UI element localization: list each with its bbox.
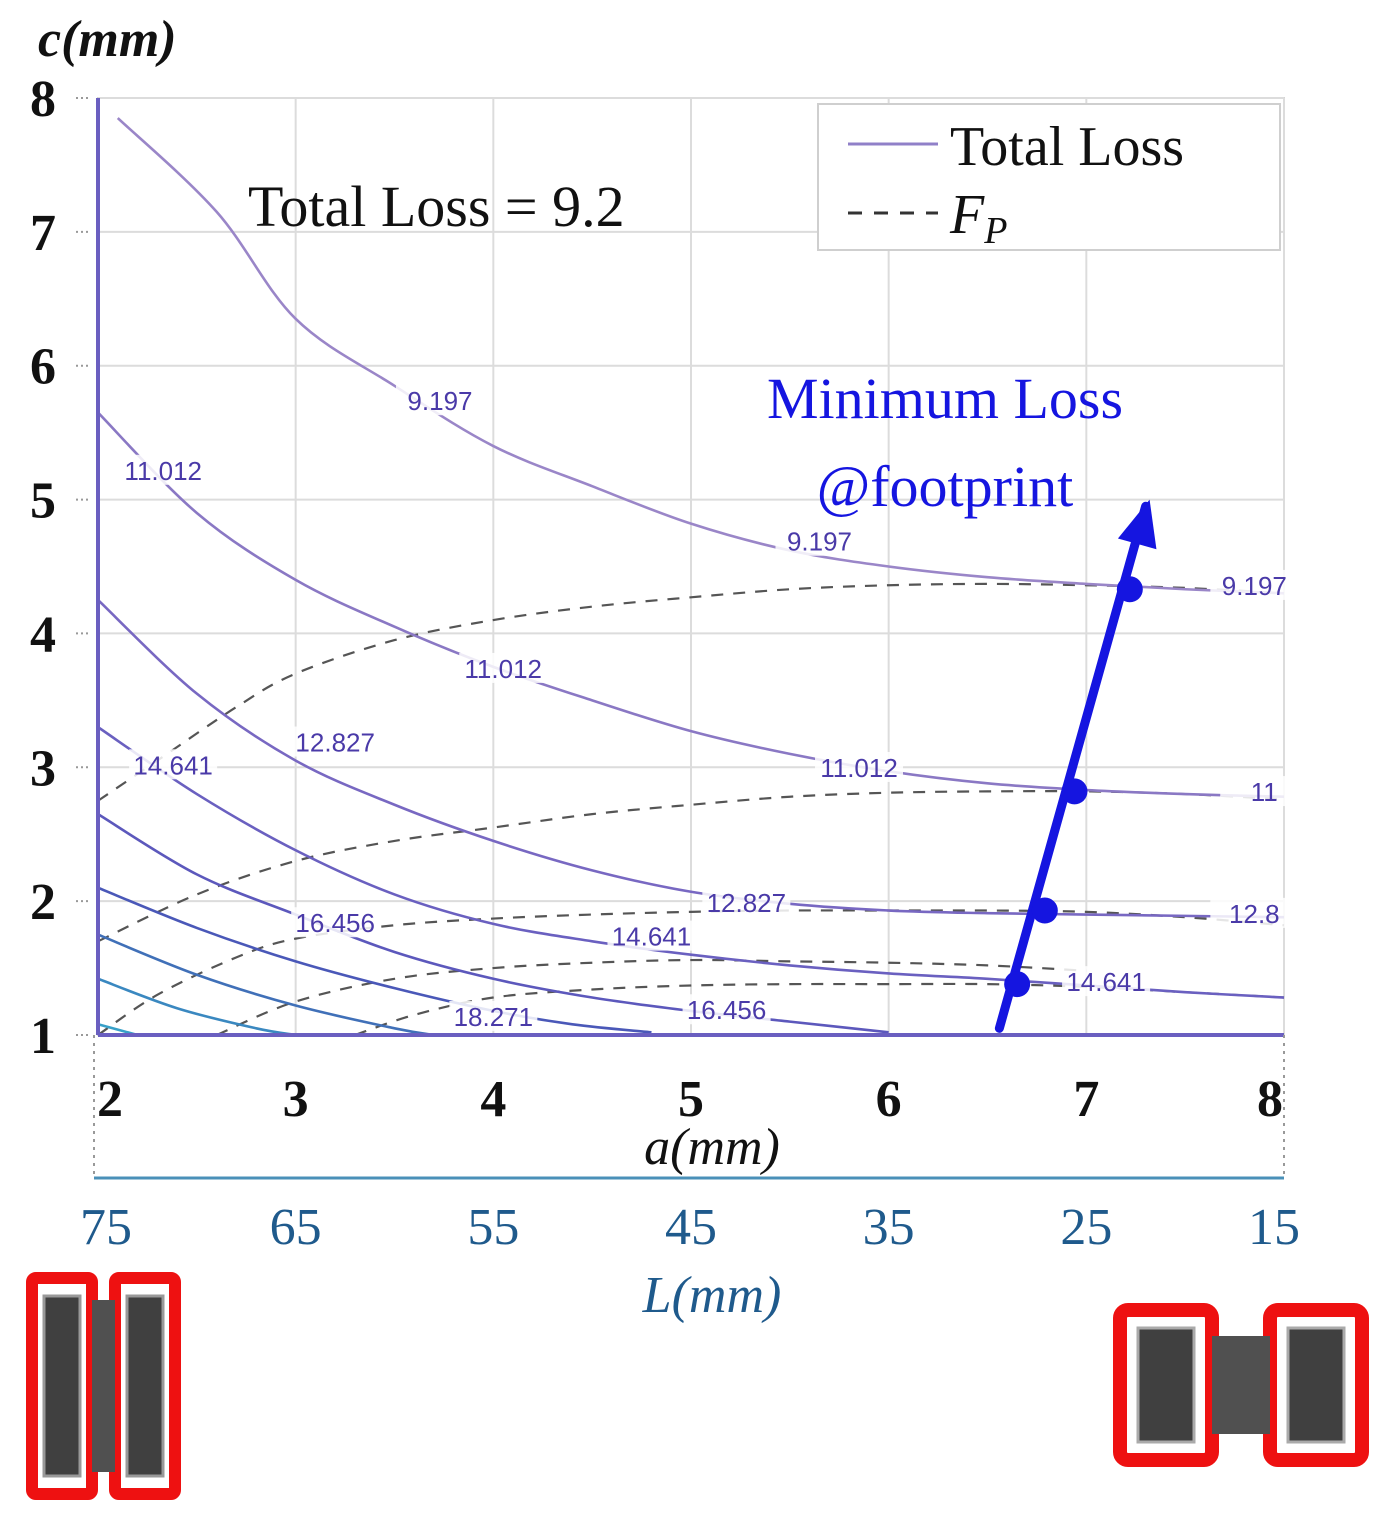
x-tick-label: 5 bbox=[678, 1071, 704, 1128]
contour-label-bg bbox=[459, 652, 548, 683]
y-tick-label: 1 bbox=[30, 1008, 56, 1065]
contour-line bbox=[116, 117, 1285, 595]
secondary-x-tick-label: 25 bbox=[1060, 1199, 1112, 1256]
contour-label-bg bbox=[702, 887, 791, 918]
contour-lines bbox=[97, 117, 1285, 1037]
contour-label-bg bbox=[775, 525, 864, 556]
y-axis-title: c(mm) bbox=[38, 11, 177, 68]
contour-label-bg bbox=[607, 920, 696, 951]
secondary-x-tick-label: 75 bbox=[80, 1199, 132, 1256]
x-tick-label: 2 bbox=[97, 1071, 123, 1128]
contour-label: 16.456 bbox=[295, 908, 375, 938]
minimum-loss-point bbox=[1061, 778, 1088, 805]
contour-label: 14.641 bbox=[133, 750, 213, 780]
contour-label: 18.271 bbox=[454, 1002, 534, 1032]
y-tick-label: 6 bbox=[30, 339, 56, 396]
contour-label: 9.197 bbox=[1222, 571, 1287, 601]
legend-fp: FP bbox=[949, 184, 1007, 252]
contour-label-bg bbox=[395, 385, 484, 416]
x-tick-label: 8 bbox=[1257, 1071, 1283, 1128]
contour-label-bg bbox=[1210, 897, 1299, 928]
x-tick-label: 4 bbox=[480, 1071, 506, 1128]
y-tick-label: 3 bbox=[30, 740, 56, 797]
y-tick-label: 7 bbox=[30, 205, 56, 262]
contour-label: 12.827 bbox=[707, 888, 787, 918]
secondary-x-axis-title: L(mm) bbox=[642, 1267, 782, 1324]
contour-label: 11.012 bbox=[464, 654, 542, 684]
y-tick-label: 4 bbox=[30, 606, 56, 663]
secondary-x-tick-label: 45 bbox=[665, 1199, 717, 1256]
minimum-loss-label: Minimum Loss bbox=[767, 366, 1123, 431]
y-tick-label: 8 bbox=[30, 71, 56, 128]
contour-label-bg bbox=[291, 726, 380, 757]
contour-line bbox=[97, 886, 652, 1034]
y-tick-label: 5 bbox=[30, 473, 56, 530]
secondary-x-tick-label: 65 bbox=[270, 1199, 322, 1256]
x-tick-label: 7 bbox=[1073, 1071, 1099, 1128]
y-tick-label: 2 bbox=[30, 874, 56, 931]
contour-label: 14.641 bbox=[1066, 967, 1146, 997]
legend: Total Loss FP bbox=[817, 103, 1281, 252]
contour-label: 11.012 bbox=[124, 456, 202, 486]
contour-label-bg bbox=[1220, 776, 1309, 807]
contour-label-bg bbox=[119, 454, 208, 485]
grid bbox=[97, 97, 1285, 1036]
footprint-label: @footprint bbox=[817, 454, 1073, 519]
contour-label: 12.827 bbox=[295, 728, 375, 758]
contour-label: 11 bbox=[1251, 777, 1278, 807]
minimum-loss-arrow bbox=[994, 499, 1157, 1033]
contour-label: 14.641 bbox=[612, 922, 692, 952]
x-tick-label: 6 bbox=[876, 1071, 902, 1128]
minimum-loss-point bbox=[1004, 971, 1031, 998]
fp-curve bbox=[97, 790, 1285, 943]
arrow-head bbox=[1117, 499, 1157, 550]
fp-curve bbox=[216, 958, 1087, 1037]
contour-label: 9.197 bbox=[787, 527, 852, 557]
contour-label-bg bbox=[1210, 569, 1299, 600]
secondary-x-tick-label: 35 bbox=[863, 1199, 915, 1256]
contour-label-bg bbox=[815, 751, 904, 782]
fp-curve bbox=[97, 909, 1285, 1036]
contour-line bbox=[97, 933, 435, 1037]
contour-labels: 9.197 9.197 9.197 11.012 11.012 11.012 11 12.82… bbox=[119, 385, 1309, 1032]
total-loss-annotation: Total Loss = 9.2 bbox=[248, 174, 625, 239]
contour-label-bg bbox=[449, 1000, 538, 1031]
secondary-x-tick-label: 55 bbox=[467, 1199, 519, 1256]
contour-label: 16.456 bbox=[687, 995, 767, 1025]
contour-label-bg bbox=[682, 994, 771, 1025]
minimum-loss-point bbox=[1116, 576, 1143, 603]
contour-label: 11.012 bbox=[820, 753, 898, 783]
contour-label-bg bbox=[291, 907, 380, 938]
short-footprint-icon bbox=[1113, 1303, 1369, 1467]
contour-line bbox=[97, 977, 296, 1037]
axes bbox=[93, 98, 1285, 1180]
secondary-x-tick-label: 15 bbox=[1248, 1199, 1300, 1256]
fp-curve bbox=[97, 582, 1285, 802]
minimum-loss-point bbox=[1031, 897, 1058, 924]
legend-total-loss: Total Loss bbox=[950, 116, 1184, 178]
x-axis-title: a(mm) bbox=[644, 1119, 780, 1176]
contour-label: 9.197 bbox=[407, 386, 472, 416]
x-tick-label: 3 bbox=[283, 1071, 309, 1128]
contour-label: 12.8 bbox=[1229, 899, 1280, 929]
long-footprint-icon bbox=[26, 1272, 181, 1500]
contour-line bbox=[97, 599, 1285, 919]
contour-label-bg bbox=[1062, 966, 1151, 997]
contour-label-bg bbox=[129, 749, 218, 780]
